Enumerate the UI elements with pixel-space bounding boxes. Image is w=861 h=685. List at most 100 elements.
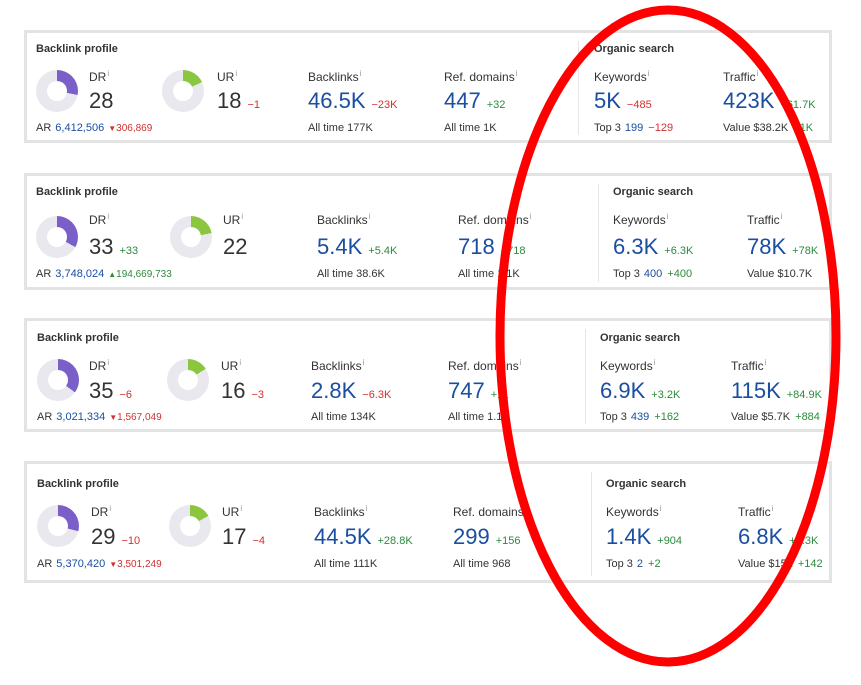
ur-value: 17 −4 [222, 524, 266, 549]
ref-domains-all-time: All time 968 [453, 558, 511, 570]
ar-value[interactable]: 3,748,024 [55, 268, 105, 280]
ref-domains-all-time: All time 1K [444, 122, 497, 134]
info-icon[interactable]: i [756, 69, 759, 78]
info-icon[interactable]: i [515, 69, 518, 78]
info-icon[interactable]: i [659, 504, 662, 513]
keywords-value[interactable]: 6.3K +6.3K [613, 234, 694, 259]
traffic-value[interactable]: 6.8K +6.3K [738, 524, 819, 549]
backlinks-label: Backlinksi [314, 504, 368, 519]
info-icon[interactable]: i [780, 212, 783, 221]
dr-label: DRi [91, 504, 112, 519]
info-icon[interactable]: i [107, 212, 110, 221]
info-icon[interactable]: i [240, 504, 243, 513]
backlink-card-2: Backlink profile DRi 33 +33 URi 22 AR 3,74… [24, 173, 832, 290]
traffic-value[interactable]: 423K +61.7K [723, 88, 816, 113]
traffic-value[interactable]: 115K +84.9K [731, 378, 822, 403]
section-divider [598, 184, 599, 282]
keywords-value[interactable]: 6.9K +3.2K [600, 378, 681, 403]
ref-domains-all-time: All time 1.1K [448, 411, 510, 423]
ref-domains-label: Ref. domainsi [448, 358, 522, 373]
ar-value[interactable]: 5,370,420 [56, 558, 106, 570]
keywords-label: Keywordsi [594, 69, 650, 84]
ref-domains-value[interactable]: 747 +11 [448, 378, 509, 403]
info-icon[interactable]: i [647, 69, 650, 78]
organic-search-title: Organic search [594, 43, 675, 55]
ar-row: AR 5,370,420 ▼3,501,249 [37, 558, 162, 570]
info-icon[interactable]: i [239, 358, 242, 367]
info-icon[interactable]: i [109, 504, 112, 513]
backlinks-value[interactable]: 5.4K +5.4K [317, 234, 398, 259]
backlinks-value[interactable]: 2.8K −6.3K [311, 378, 392, 403]
info-icon[interactable]: i [653, 358, 656, 367]
dr-label: DRi [89, 358, 110, 373]
ur-donut-chart [170, 216, 212, 258]
ar-row: AR 6,412,506 ▼306,869 [36, 122, 153, 134]
traffic-value-row: Value $152 +142 [738, 558, 823, 570]
ur-label: URi [217, 69, 238, 84]
backlinks-all-time: All time 134K [311, 411, 376, 423]
keywords-top3: Top 3 400 +400 [613, 268, 693, 280]
backlinks-value[interactable]: 44.5K +28.8K [314, 524, 413, 549]
info-icon[interactable]: i [365, 504, 368, 513]
info-icon[interactable]: i [666, 212, 669, 221]
backlinks-label: Backlinksi [308, 69, 362, 84]
section-divider [585, 329, 586, 424]
ar-value[interactable]: 3,021,334 [56, 411, 106, 423]
keywords-label: Keywordsi [606, 504, 662, 519]
ur-donut-chart [167, 359, 209, 401]
ref-domains-value[interactable]: 447 +32 [444, 88, 506, 113]
ref-domains-value[interactable]: 299 +156 [453, 524, 521, 549]
backlink-card-4: Backlink profile DRi 29 −10 URi 17 −4 AR 5,… [24, 461, 832, 583]
ur-donut-chart [162, 70, 204, 112]
ref-domains-value[interactable]: 718 +718 [458, 234, 526, 259]
backlinks-label: Backlinksi [311, 358, 365, 373]
ref-domains-all-time: All time 1.1K [458, 268, 520, 280]
ur-donut-chart [169, 505, 211, 547]
dr-value: 29 −10 [91, 524, 141, 549]
info-icon[interactable]: i [359, 69, 362, 78]
info-icon[interactable]: i [519, 358, 522, 367]
ref-domains-label: Ref. domainsi [458, 212, 532, 227]
info-icon[interactable]: i [368, 212, 371, 221]
keywords-top3: Top 3 2 +2 [606, 558, 661, 570]
backlink-profile-title: Backlink profile [36, 43, 118, 55]
ur-value: 18 −1 [217, 88, 261, 113]
ar-value[interactable]: 6,412,506 [55, 122, 105, 134]
section-divider [578, 41, 579, 135]
keywords-label: Keywordsi [613, 212, 669, 227]
ref-domains-label: Ref. domainsi [453, 504, 527, 519]
ref-domains-label: Ref. domainsi [444, 69, 518, 84]
info-icon[interactable]: i [107, 69, 110, 78]
backlink-profile-title: Backlink profile [36, 186, 118, 198]
info-icon[interactable]: i [241, 212, 244, 221]
dr-label: DRi [89, 212, 110, 227]
backlinks-value[interactable]: 46.5K −23K [308, 88, 398, 113]
traffic-value[interactable]: 78K +78K [747, 234, 819, 259]
traffic-label: Traffici [747, 212, 783, 227]
dr-donut-chart [37, 359, 79, 401]
ur-label: URi [221, 358, 242, 373]
info-icon[interactable]: i [107, 358, 110, 367]
down-arrow-icon: ▼ [109, 413, 118, 422]
ur-value: 16 −3 [221, 378, 265, 403]
info-icon[interactable]: i [771, 504, 774, 513]
info-icon[interactable]: i [764, 358, 767, 367]
dr-label: DRi [89, 69, 110, 84]
backlinks-all-time: All time 111K [314, 558, 378, 570]
keywords-value[interactable]: 1.4K +904 [606, 524, 683, 549]
info-icon[interactable]: i [362, 358, 365, 367]
info-icon[interactable]: i [235, 69, 238, 78]
backlinks-all-time: All time 38.6K [317, 268, 385, 280]
keywords-label: Keywordsi [600, 358, 656, 373]
info-icon[interactable]: i [524, 504, 527, 513]
ar-row: AR 3,748,024 ▲194,669,733 [36, 268, 172, 280]
ur-label: URi [222, 504, 243, 519]
keywords-value[interactable]: 5K −485 [594, 88, 652, 113]
traffic-label: Traffici [731, 358, 767, 373]
backlink-profile-title: Backlink profile [37, 332, 119, 344]
info-icon[interactable]: i [529, 212, 532, 221]
traffic-label: Traffici [738, 504, 774, 519]
dr-value: 35 −6 [89, 378, 133, 403]
traffic-value-row: Value $10.7K [747, 268, 813, 280]
ur-value: 22 [223, 234, 248, 259]
